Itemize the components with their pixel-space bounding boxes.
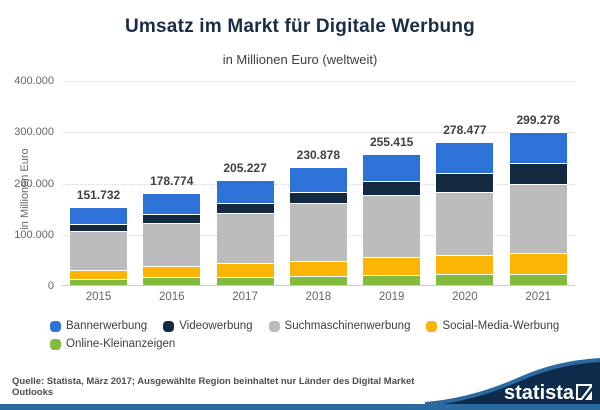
- bar-segment-online-kleinanzeigen-2021[interactable]: [509, 273, 567, 285]
- bar-segment-online-kleinanzeigen-2020[interactable]: [436, 273, 494, 285]
- x-axis-label-2019: 2019: [378, 291, 405, 303]
- bar-segment-suchmaschinenwerbung-2019[interactable]: [363, 195, 421, 258]
- statista-wordmark: statista: [504, 382, 575, 404]
- x-axis-label-2020: 2020: [452, 291, 478, 303]
- bar-segment-suchmaschinenwerbung-2020[interactable]: [436, 192, 494, 256]
- y-tick-label: 400.000: [14, 75, 54, 87]
- bar-segment-videowerbung-2021[interactable]: [509, 163, 567, 185]
- legend-label: Social-Media-Werbung: [442, 320, 560, 332]
- bar-column-2017: 205.227: [209, 80, 282, 285]
- footer-accent-bar: [0, 404, 600, 410]
- legend-label: Suchmaschinenwerbung: [284, 320, 411, 332]
- bar-total-label-2021: 299.278: [516, 112, 560, 127]
- x-axis-label-2017: 2017: [232, 291, 258, 303]
- bar-total-label-2018: 230.878: [296, 147, 341, 162]
- legend-item-social-media-werbung[interactable]: Social-Media-Werbung: [426, 320, 559, 332]
- stacked-bar-2017: [216, 179, 274, 285]
- bar-segment-suchmaschinenwerbung-2016[interactable]: [143, 223, 201, 267]
- y-tick-label: 0: [47, 280, 54, 292]
- bar-segment-bannerwerbung-2018[interactable]: [289, 166, 347, 192]
- legend-marker: [50, 320, 61, 332]
- bar-segment-videowerbung-2016[interactable]: [143, 213, 201, 224]
- chart-subtitle: in Millionen Euro (weltweit): [222, 52, 378, 67]
- bar-segment-bannerwerbung-2017[interactable]: [216, 179, 274, 204]
- bar-segment-social-media-werbung-2015[interactable]: [70, 270, 127, 280]
- gridline: [62, 81, 575, 82]
- stacked-bar-2021: [509, 131, 567, 285]
- bar-segment-social-media-werbung-2021[interactable]: [509, 252, 567, 274]
- bar-column-2020: 278.477: [428, 80, 501, 285]
- bar-segment-bannerwerbung-2016[interactable]: [143, 193, 201, 214]
- y-tick-label: 200.000: [14, 177, 54, 190]
- legend-marker: [268, 320, 280, 332]
- x-axis-label-2015: 2015: [85, 291, 112, 303]
- bar-column-2015: 151.732: [62, 80, 135, 285]
- legend-marker: [50, 338, 61, 350]
- plot-area: in Millionen Euro 400.000 300.000 200.000 1…: [14, 75, 575, 303]
- swoosh-edge: [425, 358, 600, 404]
- bar-segment-suchmaschinenwerbung-2015[interactable]: [70, 231, 127, 271]
- bar-column-2018: 230.878: [282, 80, 355, 285]
- bar-segment-videowerbung-2020[interactable]: [436, 172, 494, 193]
- bar-segment-online-kleinanzeigen-2017[interactable]: [216, 276, 274, 285]
- stacked-bar-2020: [436, 142, 494, 285]
- bar-total-label-2020: 278.477: [443, 123, 487, 138]
- bar-column-2019: 255.415: [355, 80, 428, 285]
- bar-total-label-2015: 151.732: [76, 188, 121, 203]
- page-title: Umsatz im Markt für Digitale Werbung: [125, 16, 475, 37]
- bar-segment-suchmaschinenwerbung-2017[interactable]: [216, 212, 274, 264]
- bar-segment-suchmaschinenwerbung-2021[interactable]: [509, 184, 567, 253]
- bar-column-2021: 299.278: [502, 80, 575, 285]
- bar-segment-videowerbung-2018[interactable]: [289, 191, 347, 203]
- bar-segment-bannerwerbung-2015[interactable]: [70, 207, 127, 224]
- y-tick-label: 100.000: [14, 228, 54, 241]
- bar-segment-social-media-werbung-2018[interactable]: [289, 260, 347, 276]
- legend-item-videowerbung[interactable]: Videowerbung: [163, 320, 253, 332]
- bar-segment-online-kleinanzeigen-2019[interactable]: [363, 274, 421, 285]
- stacked-bar-2018: [289, 166, 347, 285]
- legend-marker: [426, 320, 438, 332]
- bar-segment-bannerwerbung-2020[interactable]: [436, 142, 494, 173]
- bar-segment-videowerbung-2017[interactable]: [216, 203, 274, 213]
- bar-segment-social-media-werbung-2019[interactable]: [363, 257, 421, 275]
- bar-segment-social-media-werbung-2016[interactable]: [143, 266, 201, 278]
- bar-segment-bannerwerbung-2019[interactable]: [363, 154, 421, 182]
- swoosh-shape: [425, 360, 600, 404]
- bar-total-label-2017: 205.227: [223, 160, 267, 175]
- statista-logo[interactable]: statista: [425, 358, 600, 404]
- legend-item-suchmaschinenwerbung[interactable]: Suchmaschinenwerbung: [268, 320, 411, 332]
- bar-segment-suchmaschinenwerbung-2018[interactable]: [289, 202, 347, 261]
- stacked-bar-2016: [143, 193, 201, 285]
- legend-marker: [163, 320, 175, 332]
- x-axis-label-2018: 2018: [305, 291, 332, 303]
- x-axis-label-2016: 2016: [158, 291, 185, 303]
- bar-segment-online-kleinanzeigen-2018[interactable]: [289, 275, 347, 285]
- stacked-bar-2019: [363, 154, 421, 285]
- legend-label: Bannerwerbung: [66, 320, 148, 332]
- chart-legend: Bannerwerbung Videowerbung Suchmaschinenwe…: [50, 320, 595, 350]
- bar-segment-bannerwerbung-2021[interactable]: [509, 131, 567, 164]
- x-axis-label-2021: 2021: [525, 291, 551, 303]
- bar-total-label-2019: 255.415: [369, 135, 414, 150]
- bar-total-label-2016: 178.774: [150, 174, 194, 189]
- legend-label: Online-Kleinanzeigen: [66, 338, 176, 350]
- legend-item-online-kleinanzeigen[interactable]: Online-Kleinanzeigen: [50, 338, 175, 350]
- bar-segment-videowerbung-2019[interactable]: [363, 181, 421, 196]
- bar-column-2016: 178.774: [135, 80, 208, 285]
- bar-segment-videowerbung-2015[interactable]: [70, 223, 127, 232]
- legend-label: Videowerbung: [179, 320, 253, 332]
- legend-item-bannerwerbung[interactable]: Bannerwerbung: [50, 320, 147, 332]
- bar-segment-online-kleinanzeigen-2015[interactable]: [70, 279, 127, 285]
- footer: Quelle: Statista, März 2017; Ausgewählte…: [0, 358, 600, 410]
- y-tick-label: 300.000: [14, 126, 54, 139]
- source-text: Quelle: Statista, März 2017; Ausgewählte…: [12, 376, 415, 398]
- bar-segment-social-media-werbung-2020[interactable]: [436, 255, 494, 274]
- bar-segment-social-media-werbung-2017[interactable]: [216, 263, 274, 277]
- bar-segment-online-kleinanzeigen-2016[interactable]: [143, 277, 201, 285]
- stacked-bar-2015: [70, 207, 127, 285]
- gridline: [62, 132, 575, 134]
- statista-glyph-icon: [576, 384, 592, 400]
